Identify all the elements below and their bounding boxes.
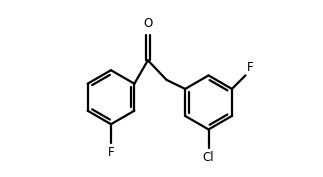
Text: F: F (247, 61, 254, 74)
Text: F: F (108, 146, 114, 159)
Text: Cl: Cl (203, 151, 214, 164)
Text: O: O (143, 17, 152, 30)
